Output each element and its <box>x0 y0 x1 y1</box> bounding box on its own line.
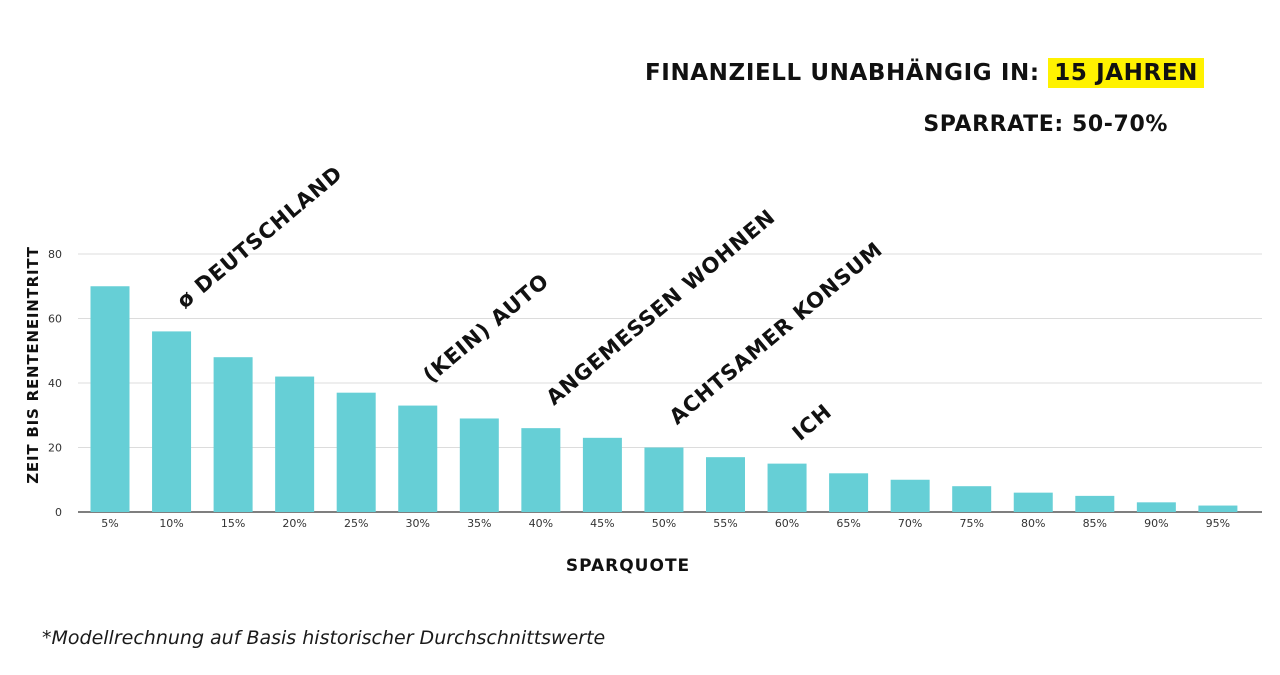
bar-80pct <box>1013 492 1053 512</box>
bar-55pct <box>706 457 745 512</box>
bar-95pct <box>1198 505 1238 512</box>
x-tick-label: 85% <box>1083 517 1107 530</box>
x-tick-label: 75% <box>959 517 983 530</box>
x-tick-label: 40% <box>529 517 553 530</box>
bar-25pct <box>336 392 376 512</box>
x-tick-label: 45% <box>590 517 614 530</box>
bar-40pct <box>521 428 561 512</box>
annotation-label: ø DEUTSCHLAND <box>172 161 347 313</box>
bar-65pct <box>829 473 869 512</box>
x-tick-label: 95% <box>1206 517 1230 530</box>
x-tick-label: 70% <box>898 517 922 530</box>
x-tick-label: 90% <box>1144 517 1168 530</box>
y-tick-labels: 0 20 40 60 80 <box>48 248 62 519</box>
y-tick-label: 40 <box>48 377 62 390</box>
y-axis-title: ZEIT BIS RENTENEINTRITT <box>24 246 42 484</box>
x-tick-label: 60% <box>775 517 799 530</box>
y-tick-label: 0 <box>55 506 62 519</box>
bar-5pct <box>90 286 130 512</box>
bar-15pct <box>213 357 253 512</box>
x-tick-label: 25% <box>344 517 368 530</box>
bar-50pct <box>644 447 684 512</box>
bar-10pct <box>152 331 192 512</box>
x-tick-label: 20% <box>282 517 306 530</box>
y-tick-label: 80 <box>48 248 62 261</box>
bar-20pct <box>275 376 315 512</box>
x-tick-label: 30% <box>406 517 430 530</box>
bar-35pct <box>459 418 499 512</box>
footnote: *Modellrechnung auf Basis historischer D… <box>42 627 606 649</box>
annotation-label: ANGEMESSEN WOHNEN <box>542 205 780 410</box>
bar-70pct <box>890 479 930 512</box>
headline: FINANZIELL UNABHÄNGIG IN: 15 JAHREN <box>644 58 1204 88</box>
bar-60pct <box>767 463 807 512</box>
bar-30pct <box>398 405 438 512</box>
x-axis-title: SPARQUOTE <box>566 556 690 576</box>
y-tick-label: 60 <box>48 313 62 326</box>
x-tick-label: 80% <box>1021 517 1045 530</box>
x-tick-label: 15% <box>221 517 245 530</box>
x-tick-label: 10% <box>159 517 183 530</box>
x-tick-label: 5% <box>101 517 118 530</box>
x-tick-labels: 5% 10% 15% 20% 25% 30% 35% 40% 45% 50% 55% 60% 65% 70… <box>101 517 1230 530</box>
x-tick-label: 50% <box>652 517 676 530</box>
x-tick-label: 55% <box>713 517 737 530</box>
headline-highlight: 15 JAHREN <box>1048 58 1204 88</box>
bar-85pct <box>1075 495 1115 512</box>
subline: SPARRATE: 50-70% <box>923 112 1168 137</box>
headline-prefix: FINANZIELL UNABHÄNGIG IN: <box>644 60 1040 86</box>
bars <box>90 286 1238 512</box>
bar-90pct <box>1136 502 1176 512</box>
bar-45pct <box>582 437 622 512</box>
annotation-label: ICH <box>788 399 837 445</box>
x-tick-label: 35% <box>467 517 491 530</box>
x-tick-label: 65% <box>836 517 860 530</box>
bar-75pct <box>952 486 992 512</box>
y-tick-label: 20 <box>48 442 62 455</box>
annotation-label: (KEIN) AUTO <box>419 269 554 388</box>
